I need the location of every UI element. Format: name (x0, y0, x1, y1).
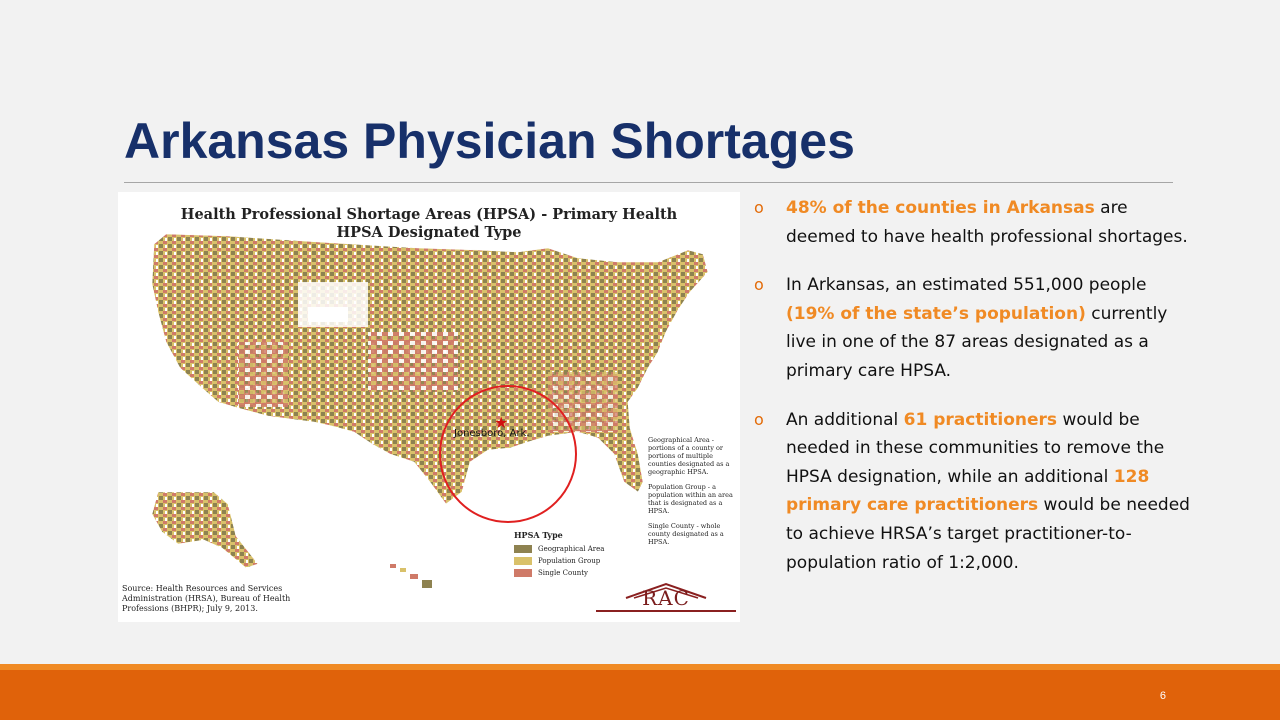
map-heading: Health Professional Shortage Areas (HPSA… (118, 206, 740, 242)
jonesboro-label: Jonesboro, Ark. (454, 428, 530, 439)
bullet-highlight: 61 practitioners (903, 409, 1058, 430)
title-divider (124, 182, 1173, 183)
bullet-text: would be needed in these communities to … (786, 409, 1165, 487)
bullet-text: An additional (786, 409, 904, 430)
bullet-text: are deemed to have health professional s… (786, 198, 1188, 247)
map-heading-line2: HPSA Designated Type (336, 224, 522, 241)
rac-logo: RAC (596, 580, 736, 614)
note-geographical: Geographical Area - portions of a county… (648, 436, 730, 476)
footer-accent-line (0, 664, 1280, 670)
bullet-highlight: 48% of the counties in Arkansas (786, 198, 1095, 218)
note-population: Population Group - a population within a… (648, 483, 733, 515)
rac-logo-text: RAC (642, 586, 690, 610)
bullet-highlight: 128 primary care practitioners (786, 466, 1150, 516)
slide-title: Arkansas Physician Shortages (124, 113, 855, 169)
legend-item: Geographical Area (514, 544, 654, 553)
bullet-item: o In Arkansas, an estimated 551,000 peop… (754, 271, 1194, 385)
legend-swatch (514, 568, 532, 577)
bullet-list: o 48% of the counties in Arkansas are de… (754, 194, 1194, 597)
map-source: Source: Health Resources and Services Ad… (122, 584, 291, 613)
legend-swatch (514, 556, 532, 565)
map-legend: HPSA Type Geographical Area Population G… (514, 530, 654, 580)
highlight-circle (439, 385, 577, 523)
hpsa-map-image: ★ Health Professional Shortage Areas (HP… (118, 192, 740, 622)
bullet-text: would be needed to achieve HRSA’s target… (786, 495, 1190, 573)
us-map-graphic: ★ (151, 233, 709, 588)
bullet-item: o 48% of the counties in Arkansas are de… (754, 194, 1194, 251)
bullet-item: o An additional 61 practitioners would b… (754, 406, 1194, 578)
jonesboro-star-icon: ★ (494, 413, 508, 432)
bullet-highlight: (19% of the state’s population) (786, 303, 1086, 324)
legend-label: Geographical Area (538, 544, 605, 553)
legend-label: Single County (538, 568, 588, 577)
legend-notes: Geographical Area - portions of a county… (648, 436, 740, 553)
map-heading-line1: Health Professional Shortage Areas (HPSA… (180, 206, 678, 223)
bullet-marker: o (754, 409, 764, 429)
alaska-shape (151, 491, 259, 569)
rac-logo-mark (596, 582, 736, 612)
bullet-marker: o (754, 198, 764, 217)
legend-item: Single County (514, 568, 654, 577)
footer-bar (0, 670, 1280, 720)
bullet-marker: o (754, 275, 764, 295)
hawaii-shape (390, 564, 432, 588)
bullet-text: In Arkansas, an estimated 551,000 people (786, 275, 1147, 296)
legend-item: Population Group (514, 556, 654, 565)
legend-title: HPSA Type (514, 530, 563, 540)
bullet-text: currently live in one of the 87 areas de… (786, 303, 1168, 381)
note-single-county: Single County - whole county designated … (648, 522, 724, 546)
legend-swatch (514, 544, 532, 553)
page-number: 6 (1159, 690, 1166, 702)
legend-label: Population Group (538, 556, 601, 565)
